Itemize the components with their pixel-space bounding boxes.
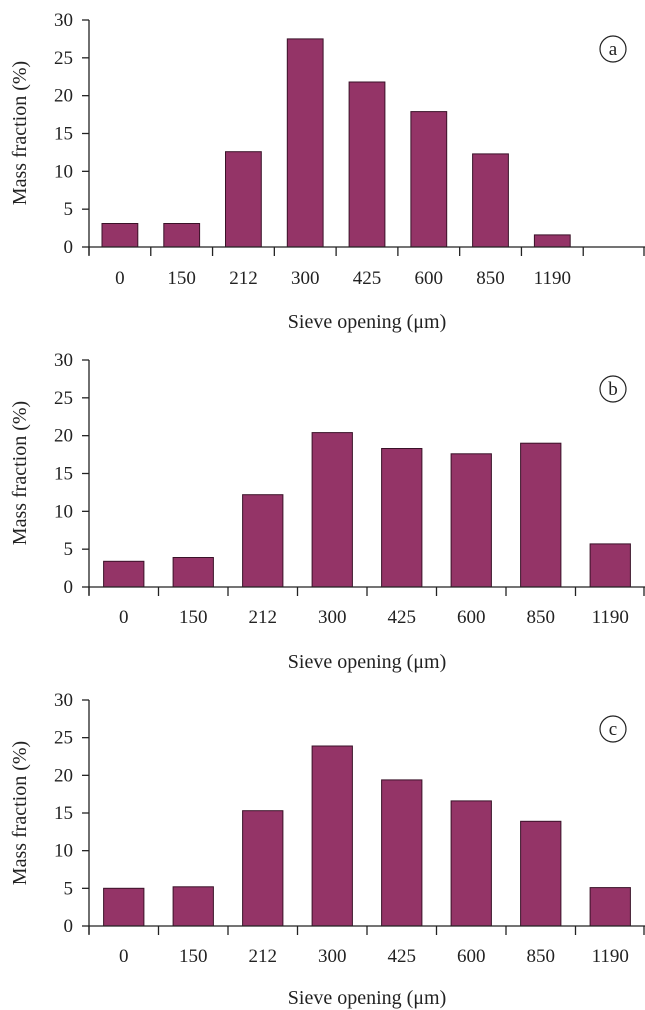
x-tick-label: 425 xyxy=(353,268,382,289)
x-tick-label: 1190 xyxy=(592,946,629,967)
bar-212 xyxy=(242,494,284,588)
x-tick-label: 600 xyxy=(415,268,444,289)
bar-425 xyxy=(381,779,423,927)
bar-300 xyxy=(311,745,353,927)
y-axis-title: Mass fraction (%) xyxy=(9,61,31,205)
y-tick-label: 0 xyxy=(64,577,74,598)
x-tick-label: 212 xyxy=(249,607,278,628)
y-axis-title: Mass fraction (%) xyxy=(9,741,31,885)
bar-425 xyxy=(348,81,386,248)
bar-425 xyxy=(381,448,423,588)
panel-label-circle xyxy=(599,35,627,63)
bar-0 xyxy=(103,887,145,927)
bar-1190 xyxy=(589,887,631,927)
bar-850 xyxy=(520,820,562,927)
x-tick-label: 0 xyxy=(119,607,129,628)
x-tick-label: 1190 xyxy=(534,268,571,289)
x-tick-label: 150 xyxy=(179,946,208,967)
y-tick-label: 30 xyxy=(54,10,73,31)
panel-label: c xyxy=(609,719,617,740)
y-tick-label: 0 xyxy=(64,916,74,937)
bar-850 xyxy=(520,442,562,588)
y-tick-label: 5 xyxy=(64,199,74,220)
panel-label-circle xyxy=(599,375,627,403)
panel-label: a xyxy=(609,39,618,60)
x-axis-title: Sieve opening (μm) xyxy=(288,987,446,1009)
y-tick-label: 15 xyxy=(54,803,73,824)
y-tick-label: 5 xyxy=(64,878,74,899)
bar-1190 xyxy=(589,543,631,588)
x-tick-label: 150 xyxy=(179,607,208,628)
y-axis-title: Mass fraction (%) xyxy=(9,401,31,545)
bar-300 xyxy=(311,432,353,588)
bar-150 xyxy=(172,886,214,927)
x-axis-title: Sieve opening (μm) xyxy=(288,651,446,673)
panel-label: b xyxy=(608,379,618,400)
y-tick-label: 25 xyxy=(54,728,73,749)
y-tick-label: 5 xyxy=(64,539,74,560)
bar-850 xyxy=(472,153,509,248)
bar-600 xyxy=(450,800,492,927)
y-tick-label: 15 xyxy=(54,464,73,485)
x-tick-label: 600 xyxy=(457,946,486,967)
y-tick-label: 25 xyxy=(54,48,73,69)
x-tick-label: 425 xyxy=(388,946,417,967)
x-tick-label: 850 xyxy=(476,268,505,289)
y-tick-label: 15 xyxy=(54,124,73,145)
bar-600 xyxy=(450,453,492,588)
x-axis-title: Sieve opening (μm) xyxy=(288,311,446,333)
bar-600 xyxy=(410,111,448,248)
x-tick-label: 850 xyxy=(527,946,556,967)
bar-212 xyxy=(242,810,284,927)
y-tick-label: 20 xyxy=(54,86,73,107)
y-tick-label: 25 xyxy=(54,388,73,409)
x-tick-label: 600 xyxy=(457,607,486,628)
x-tick-label: 150 xyxy=(167,268,196,289)
x-tick-label: 0 xyxy=(115,268,125,289)
y-tick-label: 20 xyxy=(54,765,73,786)
x-tick-label: 850 xyxy=(527,607,556,628)
y-tick-label: 10 xyxy=(54,161,73,182)
y-tick-label: 10 xyxy=(54,501,73,522)
y-tick-label: 30 xyxy=(54,350,73,371)
x-tick-label: 425 xyxy=(388,607,417,628)
x-tick-label: 212 xyxy=(229,268,258,289)
panel-label-circle xyxy=(599,715,627,743)
bar-212 xyxy=(225,151,262,248)
x-tick-label: 0 xyxy=(119,946,129,967)
y-tick-label: 20 xyxy=(54,426,73,447)
x-tick-label: 212 xyxy=(249,946,278,967)
bar-0 xyxy=(101,223,139,248)
x-tick-label: 1190 xyxy=(592,607,629,628)
bar-150 xyxy=(163,223,201,248)
bar-1190 xyxy=(533,234,571,248)
x-tick-label: 300 xyxy=(318,607,347,628)
bar-150 xyxy=(172,557,214,588)
bar-0 xyxy=(103,560,145,588)
x-tick-label: 300 xyxy=(318,946,347,967)
y-tick-label: 30 xyxy=(54,690,73,711)
bar-300 xyxy=(286,38,324,248)
y-tick-label: 10 xyxy=(54,841,73,862)
y-tick-label: 0 xyxy=(64,237,74,258)
x-tick-label: 300 xyxy=(291,268,320,289)
